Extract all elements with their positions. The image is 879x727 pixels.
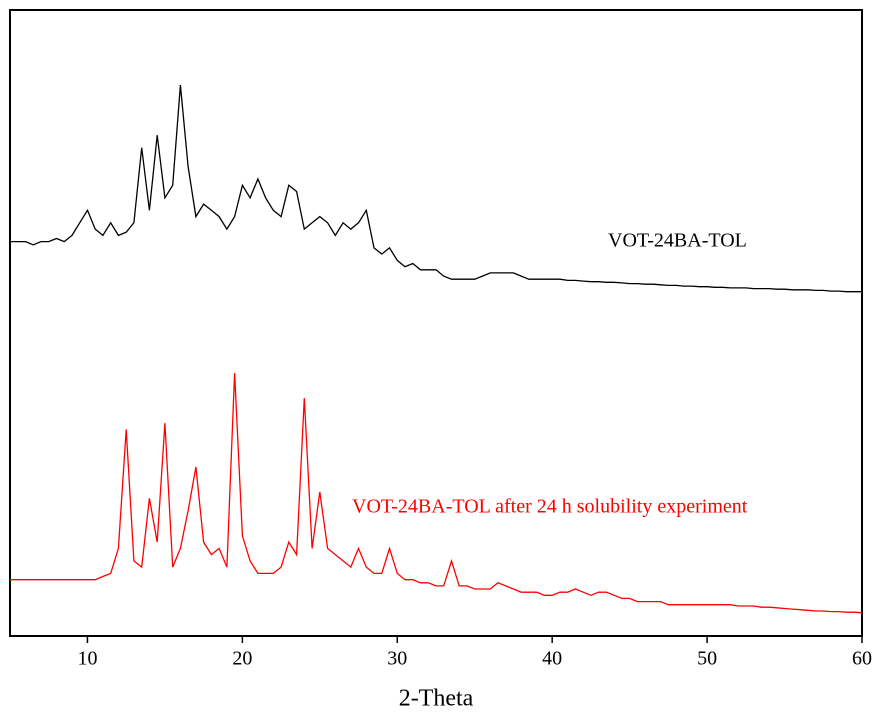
x-tick-label: 20 xyxy=(232,648,252,670)
x-tick-label: 30 xyxy=(387,648,407,670)
x-tick-label: 50 xyxy=(697,648,717,670)
x-tick-label: 10 xyxy=(77,648,97,670)
x-tick-label: 40 xyxy=(542,648,562,670)
data-line xyxy=(10,373,863,614)
x-axis-label: 2-Theta xyxy=(399,686,474,712)
series-label: VOT-24BA-TOL after 24 h solubility exper… xyxy=(352,496,748,518)
series-label: VOT-24BA-TOL xyxy=(608,230,747,252)
plot-frame xyxy=(9,9,863,637)
data-line xyxy=(10,85,862,293)
x-tick-label: 60 xyxy=(852,648,872,670)
